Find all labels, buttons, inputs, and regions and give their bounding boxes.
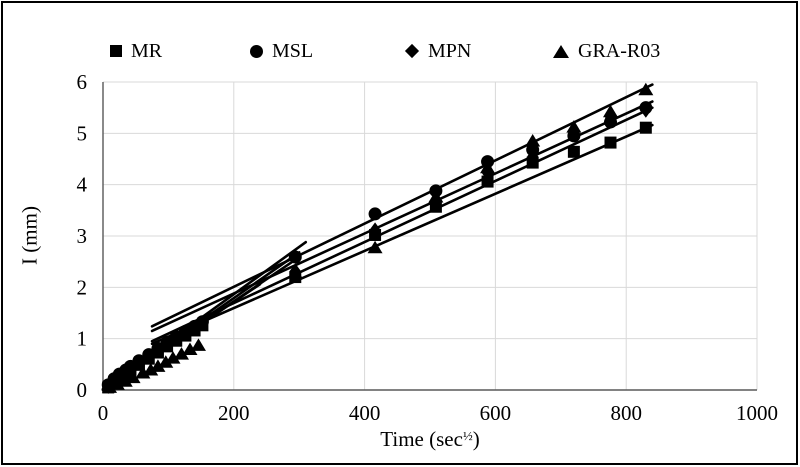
marker-mpn <box>133 355 145 371</box>
marker-mpn <box>161 336 173 352</box>
legend-label-gra-r03: GRA-R03 <box>578 39 661 62</box>
marker-mpn <box>189 320 201 336</box>
marker-gra-r03 <box>125 370 141 384</box>
marker-gra-r03 <box>428 189 444 203</box>
marker-gra-r03 <box>173 347 189 360</box>
square-icon <box>110 45 122 57</box>
marker-mpn <box>170 331 182 347</box>
marker-gra-r03 <box>190 338 206 351</box>
legend-label-mpn: MPN <box>428 39 472 62</box>
x-axis-title-close: ) <box>472 427 480 451</box>
marker-mpn <box>179 326 191 342</box>
x-axis-title-superscript: ½ <box>462 428 473 443</box>
legend-item-gra-r03: GRA-R03 <box>553 38 660 64</box>
marker-gra-r03 <box>638 82 654 96</box>
x-axis-title: Time (sec½) <box>103 427 757 452</box>
y-axis-title: I (mm) <box>17 206 42 265</box>
marker-gra-r03 <box>182 342 198 355</box>
y-tick-label: 5 <box>77 121 88 145</box>
circle-icon <box>250 44 263 58</box>
marker-gra-r03 <box>150 359 166 372</box>
marker-gra-r03 <box>117 374 133 387</box>
y-tick-label: 3 <box>77 224 88 248</box>
x-tick-label: 400 <box>349 401 381 425</box>
marker-msl <box>368 207 382 221</box>
y-tick-label: 2 <box>77 275 88 299</box>
marker-mpn <box>640 102 652 118</box>
marker-mpn <box>527 148 539 164</box>
marker-mpn <box>143 349 155 365</box>
marker-gra-r03 <box>367 240 383 254</box>
y-tick-label: 4 <box>77 173 88 197</box>
trendline-secondary-gra-r03 <box>150 83 654 328</box>
marker-gra-r03 <box>603 104 619 118</box>
marker-mpn <box>369 222 381 238</box>
marker-gra-r03 <box>566 120 582 133</box>
x-tick-label: 600 <box>480 401 512 425</box>
legend-item-mpn: MPN <box>404 38 472 64</box>
marker-gra-r03 <box>525 134 541 147</box>
legend-item-msl: MSL <box>250 38 313 64</box>
x-tick-label: 800 <box>610 401 642 425</box>
trendline-secondary-mr <box>150 123 654 346</box>
marker-mr <box>639 121 652 134</box>
marker-mr <box>567 145 580 158</box>
x-tick-label: 1000 <box>736 401 778 425</box>
x-tick-label: 0 <box>98 401 109 425</box>
legend-label-msl: MSL <box>272 39 314 62</box>
y-tick-label: 6 <box>77 70 88 94</box>
diamond-icon <box>404 43 420 59</box>
legend-label-mr: MR <box>131 39 163 62</box>
marker-mr <box>604 136 617 149</box>
marker-mpn <box>568 125 580 141</box>
x-tick-label: 200 <box>218 401 250 425</box>
y-tick-label: 0 <box>77 378 88 402</box>
marker-mpn <box>152 342 164 358</box>
marker-gra-r03 <box>143 362 159 376</box>
x-axis-title-text: Time (sec <box>380 427 463 451</box>
marker-gra-r03 <box>165 351 181 364</box>
marker-gra-r03 <box>158 355 174 368</box>
marker-msl <box>288 250 302 264</box>
y-tick-label: 1 <box>77 327 88 351</box>
marker-gra-r03 <box>480 160 496 174</box>
marker-mpn <box>196 315 208 331</box>
triangle-icon <box>553 44 569 58</box>
marker-gra-r03 <box>287 265 303 279</box>
marker-mr <box>481 175 494 188</box>
legend-item-mr: MR <box>110 38 162 64</box>
